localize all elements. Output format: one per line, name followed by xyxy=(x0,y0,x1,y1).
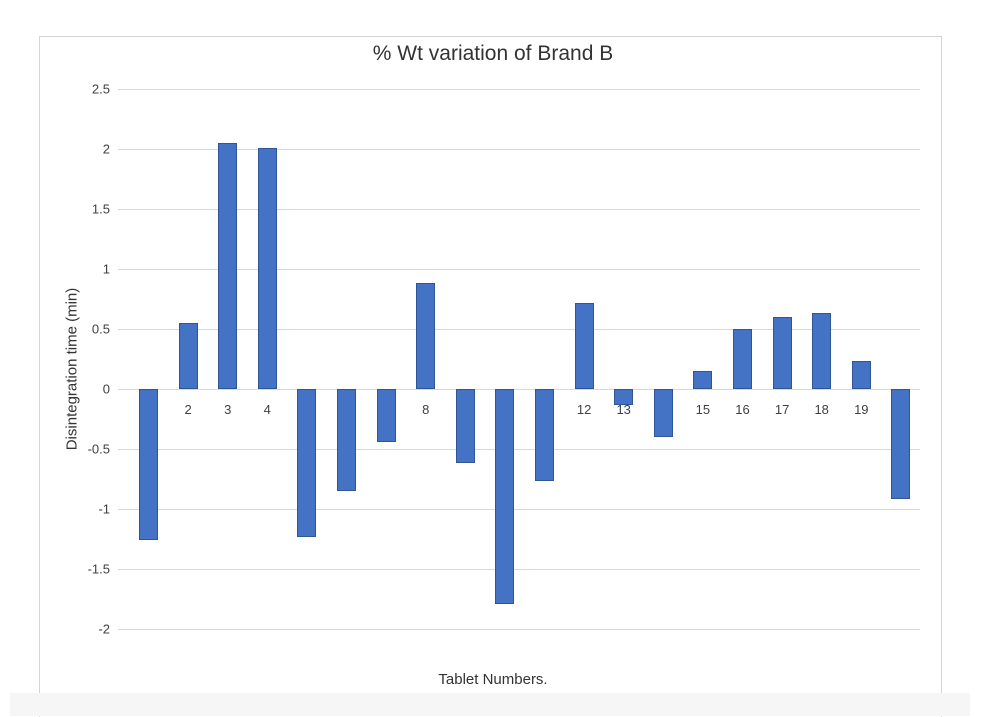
bar-tablet-13 xyxy=(614,389,634,405)
bar-tablet-20 xyxy=(891,389,911,500)
x-axis-label: Tablet Numbers. xyxy=(438,671,548,688)
y-tick-label: 0 xyxy=(102,381,110,397)
bar-tablet-12 xyxy=(574,302,594,389)
y-tick-label: 0.5 xyxy=(91,321,110,337)
bar-tablet-11 xyxy=(535,389,554,482)
bar-tablet-14 xyxy=(653,389,673,437)
x-tick-label: 17 xyxy=(774,402,790,417)
x-tick-label: 13 xyxy=(616,402,631,417)
gridline xyxy=(118,449,920,450)
x-tick-label: 8 xyxy=(422,402,430,417)
bar-tablet-8 xyxy=(416,283,436,389)
gridline xyxy=(118,629,920,630)
gridline xyxy=(118,269,920,270)
y-tick-label: 1.5 xyxy=(91,201,110,217)
x-tick-label: 15 xyxy=(695,402,711,417)
y-tick-label: -1 xyxy=(98,501,110,517)
bar-tablet-6 xyxy=(337,389,356,491)
bar-tablet-1 xyxy=(139,389,158,541)
bar-tablet-2 xyxy=(178,323,198,389)
x-tick-label: 12 xyxy=(576,402,592,417)
x-tick-label: 3 xyxy=(224,402,232,417)
y-tick-label: 2 xyxy=(102,141,110,157)
bottom-strip xyxy=(10,693,970,716)
bar-tablet-15 xyxy=(693,371,713,389)
y-tick-label: 1 xyxy=(102,261,110,277)
gridline xyxy=(118,329,920,330)
gridline xyxy=(118,569,920,570)
bar-tablet-9 xyxy=(455,389,475,464)
gridline xyxy=(118,209,920,210)
gridline xyxy=(118,509,920,510)
bar-tablet-4 xyxy=(257,147,277,389)
bar-tablet-19 xyxy=(851,361,871,389)
y-tick-label: -1.5 xyxy=(87,561,110,577)
gridline xyxy=(118,89,920,90)
gridline xyxy=(118,389,920,390)
bar-tablet-10 xyxy=(495,389,515,604)
x-tick-label: 19 xyxy=(854,402,869,417)
gridline xyxy=(118,149,920,150)
bar-tablet-18 xyxy=(812,313,832,389)
bar-tablet-17 xyxy=(772,317,792,389)
bar-tablet-7 xyxy=(376,389,396,442)
x-tick-label: 18 xyxy=(814,402,829,417)
y-tick-label: -2 xyxy=(98,621,110,637)
chart-title: % Wt variation of Brand B xyxy=(372,42,614,65)
y-tick-label: -0.5 xyxy=(87,441,110,457)
x-tick-label: 16 xyxy=(735,402,750,417)
x-tick-label: 2 xyxy=(184,402,192,417)
bar-tablet-5 xyxy=(297,389,317,537)
y-tick-label: 2.5 xyxy=(91,81,110,97)
x-tick-label: 4 xyxy=(263,402,271,417)
bar-tablet-16 xyxy=(733,329,752,389)
bar-tablet-3 xyxy=(218,143,238,389)
